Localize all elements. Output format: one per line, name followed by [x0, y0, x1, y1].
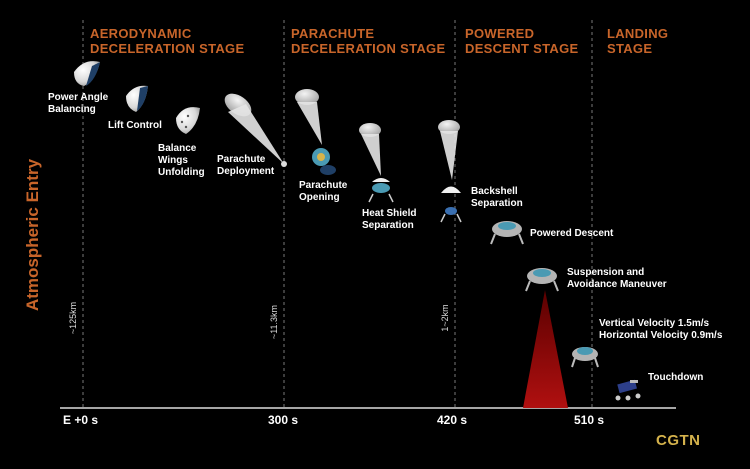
atmospheric-entry-label: Atmospheric Entry — [23, 158, 42, 312]
step-powered-descent: Powered Descent — [530, 228, 614, 239]
step-parachute-opening: Parachute Opening — [299, 180, 348, 203]
step-velocity-readout: Vertical Velocity 1.5m/s Horizontal Velo… — [599, 318, 723, 341]
altitude-marker-entry: ~125km — [68, 301, 78, 335]
altitude-marker-powered: 1~2km — [440, 304, 450, 332]
parachute-icon — [295, 89, 336, 175]
time-tick-420: 420 s — [437, 413, 468, 427]
step-lift-control: Lift Control — [108, 120, 162, 131]
stage-title-parachute: PARACHUTE DECELERATION STAGE — [291, 26, 446, 56]
stage-title-aerodynamic: AERODYNAMIC DECELERATION STAGE — [90, 26, 245, 56]
step-heat-shield-separation: Heat Shield Separation — [362, 208, 417, 231]
rover-icon — [615, 379, 641, 401]
parachute-icon — [438, 120, 462, 223]
step-backshell-separation: Backshell Separation — [471, 186, 523, 209]
stage-title-powered: POWERED DESCENT STAGE — [465, 26, 579, 56]
capsule-icon — [126, 85, 148, 112]
altitude-marker-parachute: ~11.3km — [269, 304, 279, 340]
brand-logo: CGTN — [656, 432, 701, 449]
time-tick-510: 510 s — [574, 413, 605, 427]
capsule-icon — [74, 61, 100, 86]
descent-plume — [523, 290, 568, 408]
time-tick-300: 300 s — [268, 413, 299, 427]
step-suspension-avoidance: Suspension and Avoidance Maneuver — [567, 267, 667, 290]
parachute-icon — [224, 93, 287, 167]
lander-icon — [525, 268, 559, 292]
step-balance-wings-unfolding: Balance Wings Unfolding — [158, 143, 205, 178]
parachute-icon — [359, 123, 394, 203]
step-parachute-deployment: Parachute Deployment — [217, 154, 275, 177]
capsule-icon — [176, 107, 200, 134]
lander-icon — [571, 347, 599, 368]
stage-title-landing: LANDING STAGE — [607, 26, 669, 56]
step-power-angle-balancing: Power Angle Balancing — [48, 92, 109, 115]
time-tick-entry: E +0 s — [63, 413, 99, 427]
lander-icon — [490, 221, 524, 245]
step-touchdown: Touchdown — [648, 372, 704, 383]
